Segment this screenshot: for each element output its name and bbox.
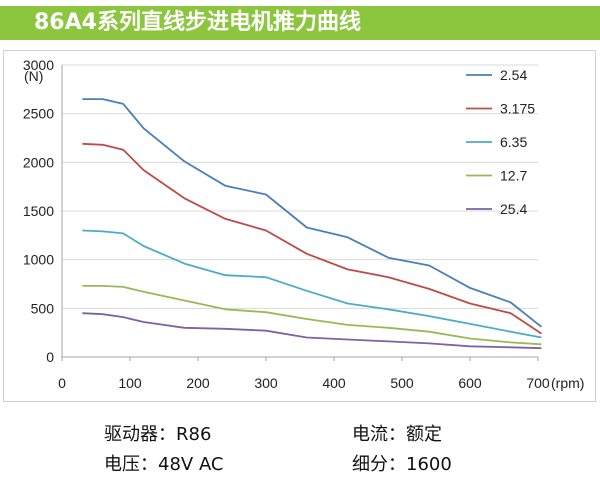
x-tick-label: 300 — [254, 375, 278, 391]
series-line — [82, 312, 542, 350]
legend-label: 6.35 — [500, 134, 527, 150]
x-tick-label: 400 — [322, 375, 346, 391]
y-axis-label: (N) — [24, 68, 43, 84]
spec-driver: 驱动器：R86 — [104, 424, 212, 445]
x-axis-label: (rpm) — [551, 375, 584, 391]
legend-label: 12.7 — [500, 168, 527, 184]
spec-microstep: 细分：1600 — [352, 454, 452, 475]
title-banner: 86A4系列直线步进电机推力曲线 — [0, 0, 600, 46]
thrust-chart: 0 500 1000 1500 2000 2500 3000(N) 0 100 200 300 400… — [23, 57, 585, 391]
legend-label: 3.175 — [500, 101, 535, 117]
legend-label: 25.4 — [500, 201, 527, 217]
x-tick-label: 700 — [526, 375, 550, 391]
series-line — [82, 98, 542, 328]
x-tick-label: 100 — [118, 375, 142, 391]
spec-panel: 驱动器：R86 电流：额定 电压：48V AC 细分：1600 — [0, 412, 600, 492]
series-line — [82, 142, 542, 335]
series-line — [82, 284, 542, 346]
chart-title: 86A4系列直线步进电机推力曲线 — [34, 10, 361, 35]
y-tick-label: 1500 — [23, 203, 54, 219]
legend-label: 2.54 — [500, 67, 527, 83]
series-line — [82, 229, 542, 339]
chart-frame — [3, 50, 596, 402]
spec-current: 电流：额定 — [352, 424, 442, 445]
y-tick-label: 2500 — [23, 106, 54, 122]
x-tick-label: 0 — [58, 375, 66, 391]
y-tick-label: 0 — [46, 349, 54, 365]
spec-voltage: 电压：48V AC — [104, 454, 224, 475]
banner-bar — [0, 6, 600, 40]
y-tick-label: 3000 — [23, 57, 54, 73]
x-tick-label: 200 — [186, 375, 210, 391]
y-tick-label: 2000 — [23, 154, 54, 170]
y-tick-label: 1000 — [23, 252, 54, 268]
x-tick-label: 600 — [458, 375, 482, 391]
x-tick-label: 500 — [390, 375, 414, 391]
y-tick-label: 500 — [31, 300, 55, 316]
